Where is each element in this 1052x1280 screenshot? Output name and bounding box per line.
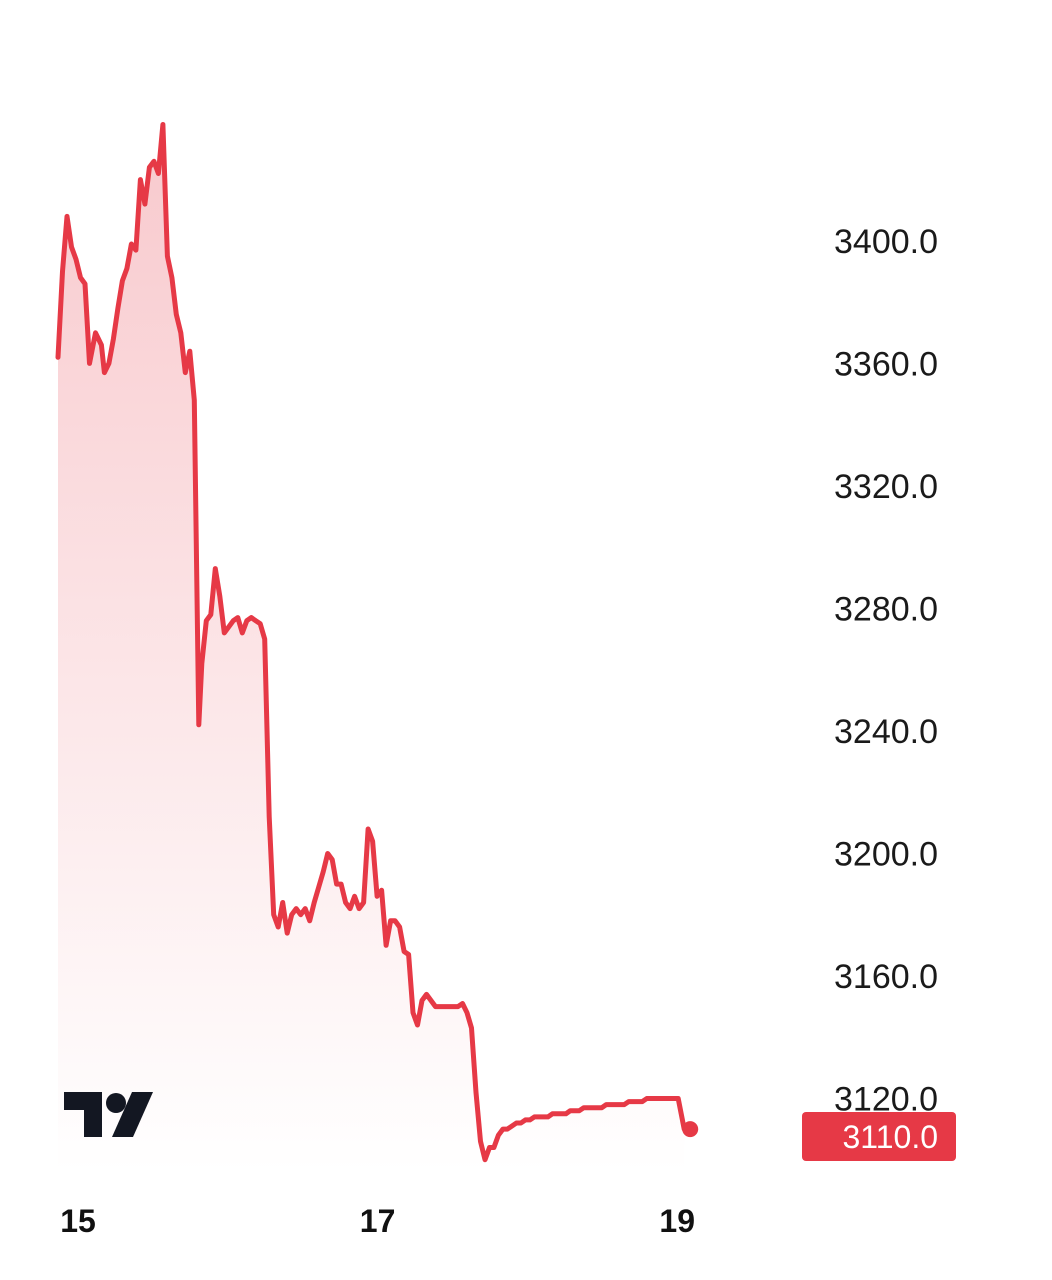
price-area-fill [58, 124, 685, 1172]
y-tick-label: 3200.0 [834, 836, 938, 874]
current-price-label: 3110.0 [843, 1119, 939, 1155]
y-tick-label: 3280.0 [834, 590, 938, 628]
y-tick-label: 3240.0 [834, 713, 938, 751]
x-axis: 15 17 19 [60, 1203, 695, 1239]
y-tick-label: 3160.0 [834, 958, 938, 996]
y-axis: 3400.0 3360.0 3320.0 3280.0 3240.0 3200.0 3160… [834, 223, 938, 1119]
tradingview-logo-icon [64, 1092, 153, 1137]
plot-area [55, 122, 699, 1172]
price-line [55, 122, 687, 1163]
x-tick-label: 17 [360, 1203, 396, 1239]
y-tick-label: 3360.0 [834, 345, 938, 383]
x-tick-label: 15 [60, 1203, 96, 1239]
current-price-badge-bg [802, 1112, 956, 1161]
y-tick-label: 3400.0 [834, 223, 938, 261]
last-price-marker [682, 1121, 699, 1138]
x-tick-label: 19 [659, 1203, 695, 1239]
current-price-badge: 3110.0 [802, 1112, 956, 1161]
y-tick-label: 3320.0 [834, 468, 938, 506]
